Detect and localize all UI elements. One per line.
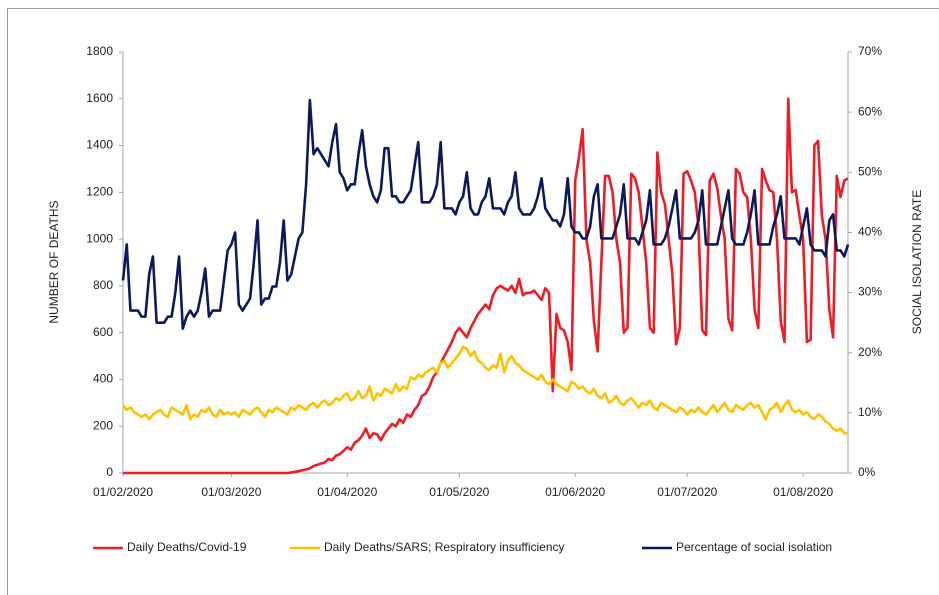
y-tick-label: 600 [93,325,113,339]
x-tick-label: 01/03/2020 [201,485,261,499]
series-line [121,98,850,330]
y2-tick-label: 30% [858,285,882,299]
y2-tick-label: 20% [858,345,882,359]
x-tick-label: 01/02/2020 [93,485,153,499]
x-tick-label: 01/07/2020 [657,485,717,499]
y-tick-label: 400 [93,372,113,386]
y-tick-label: 800 [93,278,113,292]
y-tick-label: 1400 [86,138,113,152]
y-tick-label: 1800 [86,44,113,58]
y2-tick-label: 50% [858,164,882,178]
y2-axis-title: SOCIAL ISOLATION RATE [910,190,924,334]
series-line [123,97,849,475]
y2-tick-label: 70% [858,44,882,58]
y2-tick-label: 10% [858,405,882,419]
y-axis-title: NUMBER OF DEATHS [47,200,61,323]
y-tick-label: 200 [93,418,113,432]
y-tick-label: 1600 [86,91,113,105]
y2-tick-label: 0% [858,465,876,479]
x-tick-label: 01/04/2020 [317,485,377,499]
legend-label: Daily Deaths/Covid-19 [127,540,247,554]
frame [7,8,939,595]
legend-label: Daily Deaths/SARS; Respiratory insuffici… [324,540,565,554]
x-tick-label: 01/05/2020 [429,485,489,499]
y-tick-label: 1200 [86,185,113,199]
y2-tick-label: 40% [858,225,882,239]
y2-tick-label: 60% [858,104,882,118]
y-tick-label: 1000 [86,231,113,245]
x-tick-label: 01/06/2020 [545,485,605,499]
x-tick-label: 01/08/2020 [773,485,833,499]
legend-label: Percentage of social isolation [676,540,832,554]
y-tick-label: 0 [106,465,113,479]
series-line [121,345,848,435]
